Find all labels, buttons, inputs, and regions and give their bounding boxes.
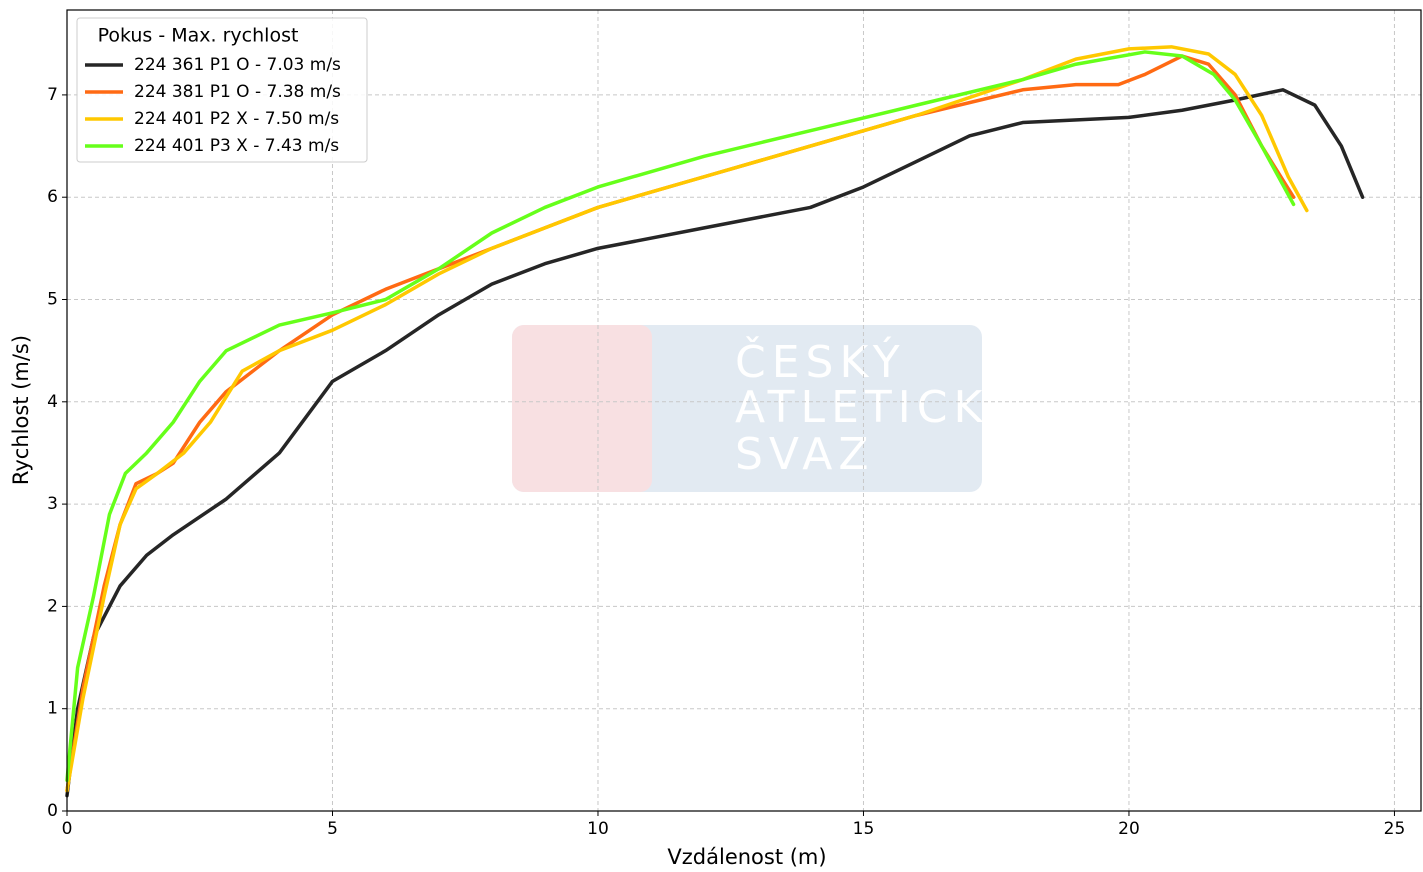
watermark-lion xyxy=(512,325,652,492)
watermark-text: SVAZ xyxy=(735,429,874,480)
line xyxy=(65,45,1309,793)
watermark-text: ČESKÝ xyxy=(735,335,906,388)
watermark: ČESKÝ ATLETICKÝ SVAZ xyxy=(512,325,1020,492)
legend-label: 224 361 P1 O - 7.03 m/s xyxy=(134,55,341,75)
y-tick-label: 3 xyxy=(47,494,58,514)
x-tick-label: 25 xyxy=(1384,819,1406,839)
legend-title: Pokus - Max. rychlost xyxy=(98,25,299,47)
legend: Pokus - Max. rychlost 224 361 P1 O - 7.03… xyxy=(76,17,368,163)
y-tick-label: 4 xyxy=(47,392,58,412)
line xyxy=(65,88,1365,798)
y-tick-label: 7 xyxy=(47,85,58,105)
plot-frame xyxy=(66,9,1422,812)
x-tick-label: 15 xyxy=(853,819,875,839)
y-tick-label: 1 xyxy=(47,699,58,719)
legend-box xyxy=(76,17,368,163)
x-tick-label: 0 xyxy=(62,819,73,839)
x-tick-label: 10 xyxy=(587,819,609,839)
y-tick-label: 2 xyxy=(47,596,58,616)
legend-label: 224 381 P1 O - 7.38 m/s xyxy=(134,82,341,102)
y-tick-label: 5 xyxy=(47,290,58,310)
legend-label: 224 401 P2 X - 7.50 m/s xyxy=(134,109,339,129)
legend-label: 224 401 P3 X - 7.43 m/s xyxy=(134,136,339,156)
y-tick-label: 0 xyxy=(47,801,58,821)
watermark-text: ATLETICKÝ xyxy=(735,380,1020,433)
x-axis-label: Vzdálenost (m) xyxy=(667,845,826,869)
y-tick-label: 6 xyxy=(47,187,58,207)
line xyxy=(65,50,1296,783)
y-axis-label: Rychlost (m/s) xyxy=(9,335,33,485)
x-tick-label: 20 xyxy=(1118,819,1140,839)
x-tick-label: 5 xyxy=(327,819,338,839)
